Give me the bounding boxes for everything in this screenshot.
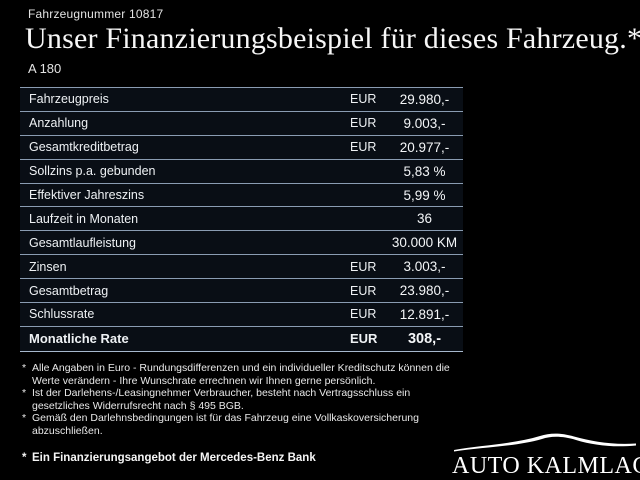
row-currency: EUR — [350, 307, 377, 322]
row-label: Laufzeit in Monaten — [29, 211, 139, 226]
table-row: Laufzeit in Monaten 36 — [20, 207, 463, 232]
row-value: 23.980,- — [399, 283, 450, 299]
row-label: Sollzins p.a. gebunden — [29, 164, 156, 179]
table-row: Effektiver Jahreszins 5,99 % — [20, 183, 463, 208]
car-silhouette-icon — [454, 433, 636, 452]
row-value: 12.891,- — [399, 306, 450, 322]
footnote-marker: * — [22, 452, 27, 464]
footnote: * Ist der Darlehens-/Leasingnehmer Verbr… — [22, 387, 462, 412]
dealer-logo: AUTO KALMLAGE — [452, 429, 640, 480]
row-label: Zinsen — [29, 259, 67, 274]
page-title: Unser Finanzierungsbeispiel für dieses F… — [25, 22, 640, 55]
row-label: Gesamtbetrag — [29, 283, 109, 298]
table-row: Anzahlung EUR 9.003,- — [20, 111, 463, 136]
dealer-name: AUTO KALMLAGE — [452, 453, 640, 479]
table-row: Gesamtbetrag EUR 23.980,- — [20, 279, 463, 304]
footnote-text: Alle Angaben in Euro - Rundungsdifferenz… — [32, 362, 450, 387]
financing-bank-note: * Ein Finanzierungsangebot der Mercedes-… — [22, 452, 316, 464]
row-currency: EUR — [350, 283, 377, 298]
financing-bank-note-text: Ein Finanzierungsangebot der Mercedes-Be… — [32, 452, 316, 464]
footnote-marker: * — [22, 362, 27, 374]
footnote: * Gemäß den Darlehnsbedingungen ist für … — [22, 412, 462, 437]
row-currency: EUR — [350, 92, 377, 107]
row-label: Schlussrate — [29, 307, 95, 322]
footnote-text: Ist der Darlehens-/Leasingnehmer Verbrau… — [32, 387, 411, 412]
vehicle-number: Fahrzeugnummer 10817 — [28, 7, 164, 21]
row-value: 9.003,- — [403, 115, 446, 131]
row-currency: EUR — [350, 331, 378, 347]
footnote-marker: * — [22, 387, 27, 400]
table-row: Gesamtlaufleistung 30.000 KM — [20, 231, 463, 256]
table-row: Gesamtkreditbetrag EUR 20.977,- — [20, 135, 463, 160]
row-currency: EUR — [350, 259, 377, 274]
row-value: 29.980,- — [399, 91, 450, 107]
footnote: * Alle Angaben in Euro - Rundungsdiffere… — [22, 362, 462, 387]
row-value: 30.000 KM — [391, 235, 458, 251]
financing-table: Fahrzeugpreis EUR 29.980,- Anzahlung EUR… — [20, 87, 463, 352]
table-row: Schlussrate EUR 12.891,- — [20, 303, 463, 327]
footnote-marker: * — [22, 412, 27, 425]
table-row: Zinsen EUR 3.003,- — [20, 255, 463, 280]
row-label: Anzahlung — [29, 116, 89, 131]
row-label: Effektiver Jahreszins — [29, 188, 145, 202]
footnotes: * Alle Angaben in Euro - Rundungsdiffere… — [22, 362, 462, 438]
vehicle-model: A 180 — [28, 61, 62, 76]
row-value: 3.003,- — [403, 259, 446, 275]
row-value: 20.977,- — [399, 139, 450, 155]
row-label: Gesamtlaufleistung — [29, 235, 137, 250]
row-value: 5,83 % — [403, 163, 446, 179]
row-label: Gesamtkreditbetrag — [29, 140, 139, 155]
row-label: Monatliche Rate — [29, 331, 129, 347]
footnote-text: Gemäß den Darlehnsbedingungen ist für da… — [32, 412, 419, 437]
row-label: Fahrzeugpreis — [29, 92, 109, 107]
row-value: 308,- — [407, 330, 442, 347]
row-value: 5,99 % — [403, 187, 446, 203]
table-row: Sollzins p.a. gebunden 5,83 % — [20, 159, 463, 184]
row-value: 36 — [416, 211, 433, 227]
row-currency: EUR — [350, 116, 377, 131]
row-currency: EUR — [350, 140, 377, 155]
table-row: Fahrzeugpreis EUR 29.980,- — [20, 88, 463, 112]
table-row-monthly-rate: Monatliche Rate EUR 308,- — [20, 326, 463, 352]
